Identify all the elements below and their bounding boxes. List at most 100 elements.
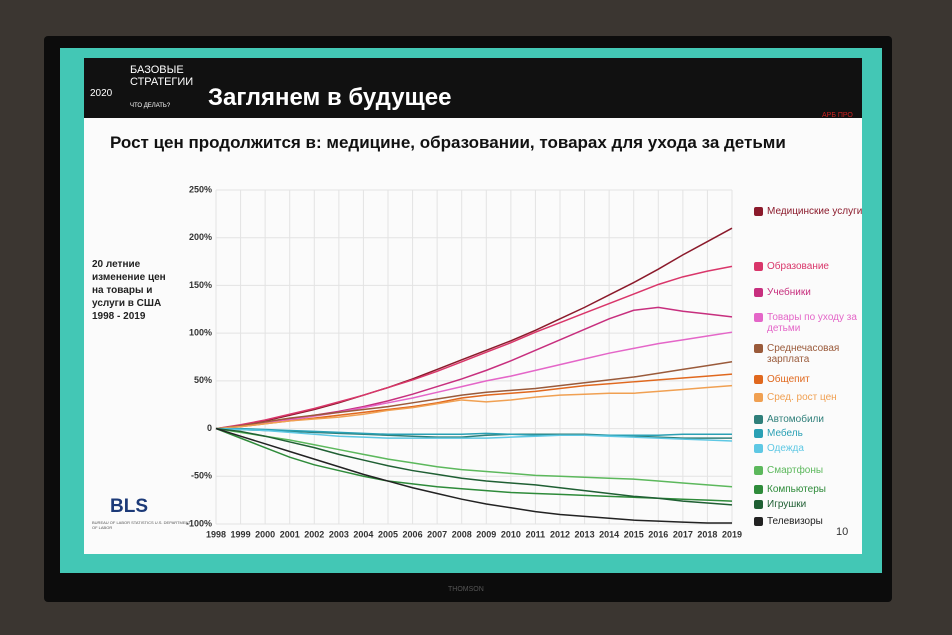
line-series — [215, 427, 733, 502]
legend-label: Компьютеры — [767, 484, 826, 495]
legend-label: Смартфоны — [767, 465, 824, 476]
legend-icon — [754, 500, 763, 509]
line-series — [215, 427, 733, 488]
x-tick-label: 2012 — [550, 529, 570, 539]
line-series — [215, 384, 733, 430]
page-number: 10 — [836, 526, 849, 538]
legend-label: Сред. рост цен — [767, 392, 837, 403]
legend-icon — [754, 393, 763, 402]
x-tick-label: 2005 — [378, 529, 398, 539]
x-tick-label: 2008 — [452, 529, 472, 539]
legend-icon — [754, 207, 763, 216]
logo: БАЗОВЫЕ СТРАТЕГИИ 2020 ЧТО ДЕЛАТЬ? — [90, 64, 200, 112]
y-tick-label: -100% — [186, 518, 212, 528]
legend-label: Телевизоры — [767, 516, 823, 527]
y-tick-label: 50% — [194, 375, 212, 385]
y-tick-label: 100% — [189, 328, 212, 338]
legend-icon — [754, 415, 763, 424]
x-tick-label: 2004 — [353, 529, 373, 539]
org: АРБ ПРО — [822, 112, 853, 119]
legend-label: Общепит — [767, 374, 810, 385]
legend-icon — [754, 313, 763, 322]
x-tick-label: 2006 — [403, 529, 423, 539]
x-tick-label: 1999 — [231, 529, 251, 539]
y-tick-label: 250% — [189, 184, 212, 194]
x-tick-label: 2010 — [501, 529, 521, 539]
legend-entry: Образование — [754, 261, 864, 272]
slide-header: Заглянем в будущее — [208, 84, 452, 111]
line-series — [215, 427, 732, 524]
x-tick-label: 2018 — [697, 529, 717, 539]
line-series — [215, 427, 733, 442]
legend-label: Мебель — [767, 428, 803, 439]
logo-year: 2020 — [90, 88, 113, 99]
legend-label: Товары по уходу за детьми — [767, 312, 857, 334]
legend-entry: Учебники — [754, 287, 864, 298]
legend-icon — [754, 485, 763, 494]
legend-icon — [754, 466, 763, 475]
x-tick-label: 2003 — [329, 529, 349, 539]
legend-icon — [754, 288, 763, 297]
header-bar — [84, 58, 862, 118]
y-tick-label: -50% — [191, 471, 212, 481]
line-series — [215, 265, 733, 430]
legend-entry: Сред. рост цен — [754, 392, 864, 403]
legend-entry: Медицинские услуги — [754, 206, 864, 217]
legend-label: Среднечасовая зарплата — [767, 343, 840, 365]
x-tick-label: 2007 — [427, 529, 447, 539]
x-tick-label: 2015 — [624, 529, 644, 539]
line-series — [215, 331, 733, 430]
tv-brand: THOMSON — [448, 586, 484, 593]
x-tick-label: 2002 — [304, 529, 324, 539]
logo-sub: ЧТО ДЕЛАТЬ? — [130, 103, 171, 109]
source: BLS — [110, 496, 148, 517]
line-series — [216, 427, 732, 437]
legend-entry: Среднечасовая зарплата — [754, 343, 864, 365]
line-series — [215, 227, 733, 430]
line-series — [215, 427, 732, 439]
x-tick-label: 2019 — [722, 529, 742, 539]
line-series — [215, 361, 733, 430]
legend-entry: Смартфоны — [754, 465, 864, 476]
legend-icon — [754, 262, 763, 271]
legend-entry: Общепит — [754, 374, 864, 385]
legend-label: Медицинские услуги — [767, 206, 863, 217]
legend-label: Одежда — [767, 443, 804, 454]
legend-label: Игрушки — [767, 499, 807, 510]
legend-entry: Автомобили — [754, 414, 864, 425]
legend-entry: Телевизоры — [754, 516, 864, 527]
x-tick-label: 2013 — [575, 529, 595, 539]
x-tick-label: 1998 — [206, 529, 226, 539]
chart-title: Рост цен продолжится в: медицине, образо… — [110, 133, 786, 152]
x-tick-label: 2009 — [476, 529, 496, 539]
legend-label: Автомобили — [767, 414, 824, 425]
source-sub: BUREAU OF LABOR STATISTICS U.S. DEPARTME… — [92, 520, 191, 530]
annotation: 20 летние изменение цен на товары и услу… — [92, 259, 166, 322]
x-tick-label: 2001 — [280, 529, 300, 539]
x-tick-label: 2017 — [673, 529, 693, 539]
y-tick-label: 200% — [189, 232, 212, 242]
legend-label: Образование — [767, 261, 829, 272]
y-tick-label: 0 — [207, 423, 212, 433]
logo-main: БАЗОВЫЕ СТРАТЕГИИ — [130, 64, 194, 88]
x-tick-label: 2014 — [599, 529, 619, 539]
legend-label: Учебники — [767, 287, 811, 298]
legend-icon — [754, 375, 763, 384]
legend-entry: Товары по уходу за детьми — [754, 312, 864, 334]
legend-entry: Мебель — [754, 428, 864, 439]
legend-icon — [754, 429, 763, 438]
legend-icon — [754, 344, 763, 353]
legend-entry: Игрушки — [754, 499, 864, 510]
x-tick-label: 2016 — [648, 529, 668, 539]
legend-icon — [754, 517, 763, 526]
x-tick-label: 2011 — [526, 529, 546, 539]
legend-entry: Компьютеры — [754, 484, 864, 495]
line-series — [215, 306, 733, 430]
legend-entry: Одежда — [754, 443, 864, 454]
line-series — [215, 427, 733, 506]
y-tick-label: 150% — [189, 280, 212, 290]
legend-icon — [754, 444, 763, 453]
x-tick-label: 2000 — [255, 529, 275, 539]
